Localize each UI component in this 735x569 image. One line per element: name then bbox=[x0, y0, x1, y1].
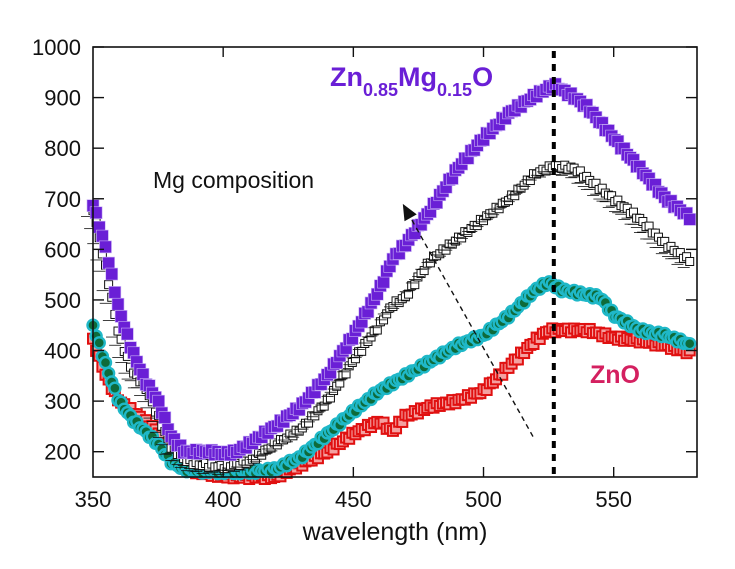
y-tick-label: 700 bbox=[44, 187, 81, 212]
data-point bbox=[108, 381, 122, 395]
x-tick-label: 550 bbox=[595, 487, 632, 512]
x-tick-label: 500 bbox=[465, 487, 502, 512]
data-point bbox=[325, 393, 335, 403]
mg-composition-arrow bbox=[407, 212, 534, 437]
data-point bbox=[410, 280, 420, 290]
data-point bbox=[108, 286, 122, 299]
data-point bbox=[683, 336, 697, 351]
data-point bbox=[357, 346, 367, 356]
y-tick-label: 600 bbox=[44, 237, 81, 262]
series-layer bbox=[81, 77, 697, 486]
data-point bbox=[685, 257, 695, 267]
x-tick-label: 350 bbox=[75, 487, 112, 512]
data-point bbox=[96, 229, 109, 243]
plot-frame bbox=[92, 46, 698, 478]
data-point bbox=[89, 206, 103, 220]
data-point bbox=[158, 411, 172, 424]
label-sub-085: 0.85 bbox=[363, 80, 398, 100]
series-intermediate-mg bbox=[81, 160, 695, 476]
data-point bbox=[121, 327, 134, 341]
x-tick-label: 400 bbox=[205, 487, 242, 512]
y-tick-label: 500 bbox=[44, 288, 81, 313]
y-tick-label: 1000 bbox=[32, 35, 81, 60]
data-point bbox=[114, 310, 128, 323]
data-point bbox=[105, 267, 119, 281]
y-tick-label: 300 bbox=[44, 389, 81, 414]
data-point bbox=[99, 240, 112, 254]
data-point bbox=[92, 336, 106, 350]
tick-layer: 350 400 450 500 550 200 300 400 500 600 700 800 900 1… bbox=[32, 35, 697, 512]
label-mg: Mg bbox=[398, 62, 437, 92]
x-axis-title: wavelength (nm) bbox=[302, 518, 488, 546]
label-sub-015: 0.15 bbox=[437, 80, 472, 100]
data-point bbox=[102, 256, 115, 270]
data-point bbox=[372, 325, 382, 335]
y-tick-label: 200 bbox=[44, 440, 81, 465]
y-tick-label: 900 bbox=[44, 86, 81, 111]
y-tick-label: 400 bbox=[44, 339, 81, 364]
zn-mg-o-label: Zn0.85Mg0.15O bbox=[330, 62, 493, 100]
series-zn0-85mg0-15o bbox=[86, 77, 697, 462]
mg-composition-label: Mg composition bbox=[153, 167, 314, 193]
data-point bbox=[419, 266, 429, 276]
y-tick-label: 800 bbox=[44, 136, 81, 161]
data-point bbox=[377, 275, 390, 289]
data-point bbox=[152, 394, 165, 408]
label-o: O bbox=[472, 62, 493, 92]
label-zn: Zn bbox=[330, 62, 363, 92]
arrow-head-icon bbox=[402, 203, 417, 222]
data-point bbox=[98, 355, 113, 370]
zno-label: ZnO bbox=[590, 361, 640, 389]
data-point bbox=[111, 297, 125, 311]
x-tick-label: 450 bbox=[335, 487, 372, 512]
data-point bbox=[341, 369, 351, 379]
data-point bbox=[683, 213, 697, 226]
